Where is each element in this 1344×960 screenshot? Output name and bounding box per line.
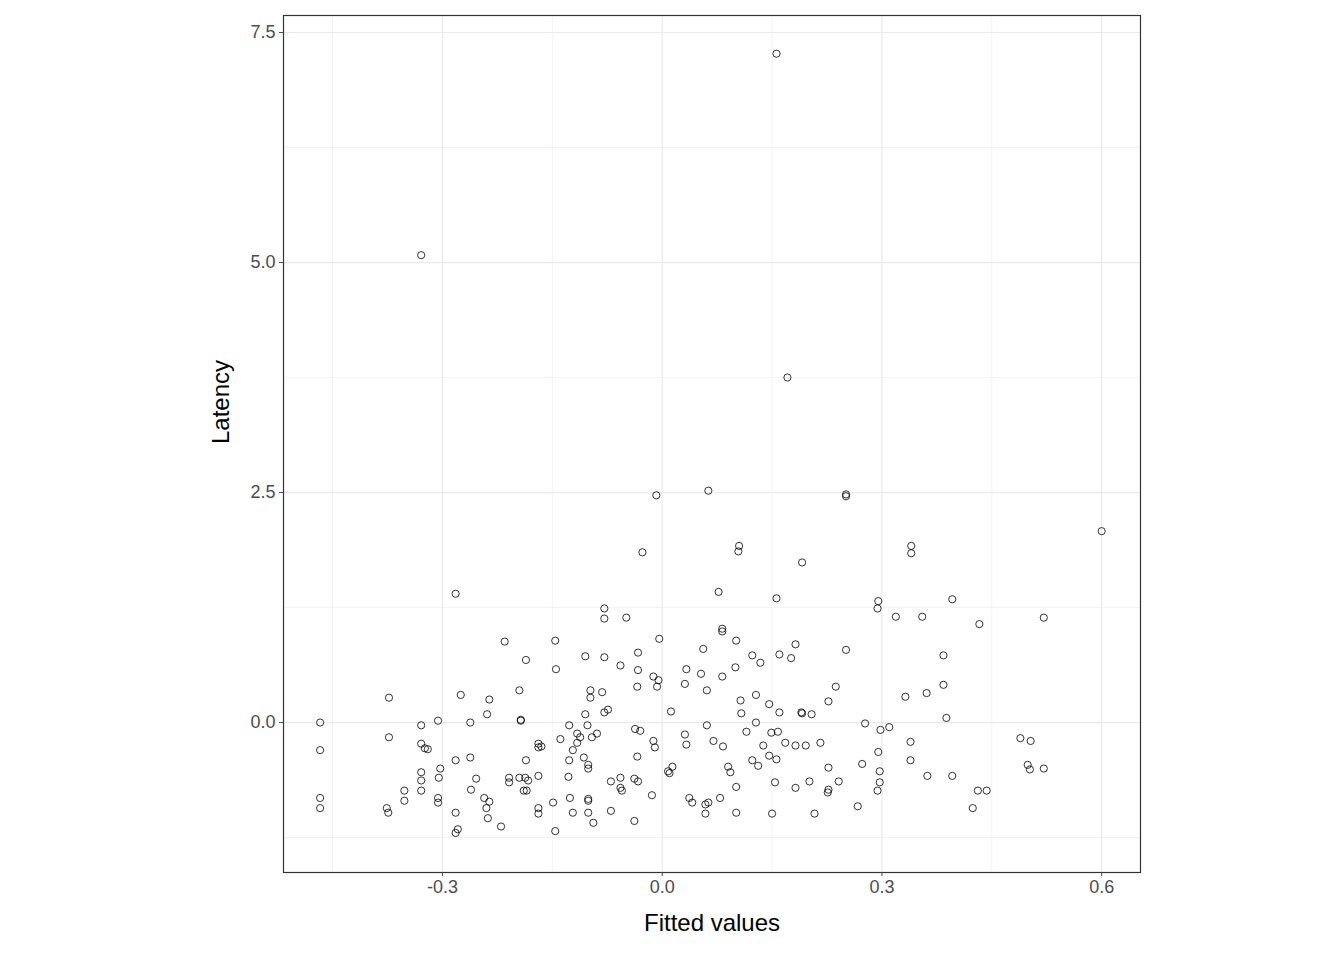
svg-text:7.5: 7.5 (250, 22, 275, 42)
svg-text:0.3: 0.3 (869, 877, 894, 897)
svg-text:Latency: Latency (207, 360, 234, 444)
svg-text:Fitted values: Fitted values (644, 909, 780, 936)
svg-text:2.5: 2.5 (250, 482, 275, 502)
svg-text:-0.3: -0.3 (427, 877, 458, 897)
svg-text:0.6: 0.6 (1089, 877, 1114, 897)
svg-text:0.0: 0.0 (650, 877, 675, 897)
svg-text:0.0: 0.0 (250, 712, 275, 732)
svg-text:5.0: 5.0 (250, 252, 275, 272)
